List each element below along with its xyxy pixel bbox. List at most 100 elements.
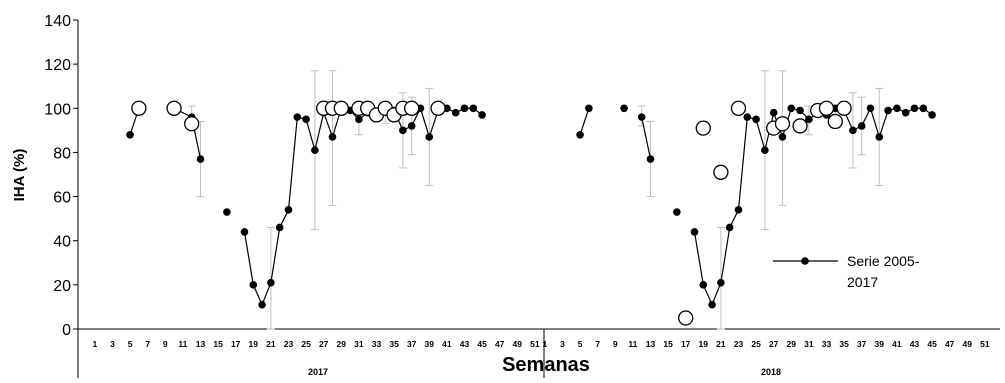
open-marker — [792, 118, 808, 134]
legend: Serie 2005- 2017 — [773, 253, 920, 290]
y-tick-label: 0 — [62, 322, 71, 339]
data-point — [399, 126, 407, 135]
data-point — [576, 130, 584, 139]
legend-label: Serie 2005- — [847, 253, 920, 269]
x-tick-label: 45 — [927, 339, 937, 349]
x-tick-label: 31 — [354, 339, 364, 349]
x-tick-label: 25 — [751, 339, 761, 349]
data-point — [293, 113, 302, 121]
data-point — [478, 111, 486, 119]
data-point — [725, 223, 734, 232]
data-point — [267, 278, 275, 287]
x-tick-label: 7 — [595, 339, 600, 349]
x-tick-label: 29 — [337, 339, 347, 349]
x-tick-label: 5 — [128, 339, 133, 349]
x-tick-label: 19 — [249, 339, 259, 349]
x-tick-label: 17 — [681, 339, 691, 349]
data-point — [460, 104, 469, 113]
x-tick-label: 39 — [425, 339, 435, 349]
y-tick-label: 120 — [44, 57, 71, 74]
data-point — [708, 300, 716, 309]
y-axis-label: IHA (%) — [11, 149, 28, 202]
open-marker — [730, 100, 747, 116]
x-tick-label: 11 — [178, 339, 187, 349]
data-point — [469, 104, 478, 113]
x-tick-label: 9 — [163, 339, 168, 349]
x-tick-label: 39 — [875, 339, 885, 349]
open-marker — [818, 100, 835, 116]
open-marker — [333, 100, 349, 116]
x-tick-label: 9 — [613, 339, 618, 349]
data-point — [585, 104, 593, 113]
data-point — [196, 155, 205, 163]
open-marker — [836, 100, 852, 116]
data-point — [284, 206, 293, 214]
x-tick-label: 17 — [231, 339, 241, 349]
x-tick-label: 19 — [699, 339, 709, 349]
y-tick-label: 20 — [53, 278, 71, 295]
x-axis-label: Semanas — [502, 354, 590, 376]
legend-label: 2017 — [847, 274, 878, 290]
series-lines-layer — [129, 106, 933, 307]
group-label: 2018 — [761, 367, 781, 377]
data-point — [126, 130, 134, 139]
x-tick-label: 1 — [93, 339, 98, 349]
x-tick-label: 21 — [266, 339, 276, 349]
data-point — [258, 300, 266, 309]
data-point — [875, 133, 884, 141]
x-tick-label: 41 — [892, 339, 902, 349]
x-tick-label: 11 — [628, 339, 637, 349]
x-tick-label: 37 — [407, 339, 417, 349]
error-bars-layer — [187, 70, 884, 330]
data-point — [425, 133, 434, 141]
open-marker — [678, 310, 694, 326]
x-tick-label: 43 — [910, 339, 920, 349]
y-tick-label: 80 — [53, 145, 71, 162]
x-tick-label: 23 — [284, 339, 294, 349]
x-tick-label: 21 — [716, 339, 726, 349]
data-point — [717, 278, 725, 287]
points-layer — [126, 100, 936, 326]
data-point — [928, 111, 936, 119]
x-tick-label: 27 — [319, 339, 329, 349]
x-tick-label: 35 — [839, 339, 849, 349]
data-point — [884, 106, 892, 115]
open-marker — [430, 100, 446, 116]
data-point — [761, 146, 769, 155]
data-point — [451, 108, 460, 117]
y-tick-label: 100 — [44, 101, 71, 118]
x-tick-label: 47 — [495, 339, 505, 349]
open-marker — [695, 120, 711, 136]
x-tick-label: 31 — [804, 339, 814, 349]
x-tick-label: 41 — [442, 339, 452, 349]
data-point — [637, 113, 646, 121]
open-marker — [184, 116, 200, 132]
y-tick-label: 60 — [53, 190, 71, 207]
x-tick-label: 7 — [145, 339, 150, 349]
data-point — [787, 104, 796, 113]
data-point — [673, 208, 681, 216]
data-point — [893, 104, 901, 113]
x-tick-label: 3 — [560, 339, 565, 349]
data-point — [311, 146, 319, 155]
series-line — [579, 108, 590, 135]
x-tick-label: 5 — [578, 339, 583, 349]
data-point — [328, 133, 337, 141]
x-tick-label: 29 — [787, 339, 797, 349]
data-point — [901, 108, 910, 117]
data-point — [240, 228, 249, 236]
x-tick-label: 33 — [822, 339, 832, 349]
x-tick-label: 43 — [460, 339, 470, 349]
data-point — [778, 133, 787, 141]
data-point — [919, 104, 928, 113]
data-point — [275, 223, 284, 232]
data-point — [249, 281, 258, 289]
y-tick-label: 140 — [44, 13, 71, 30]
data-point — [620, 104, 628, 113]
x-tick-label: 15 — [663, 339, 673, 349]
data-point — [769, 108, 778, 117]
data-point — [407, 122, 416, 130]
open-marker — [713, 164, 729, 180]
open-marker — [404, 100, 420, 116]
